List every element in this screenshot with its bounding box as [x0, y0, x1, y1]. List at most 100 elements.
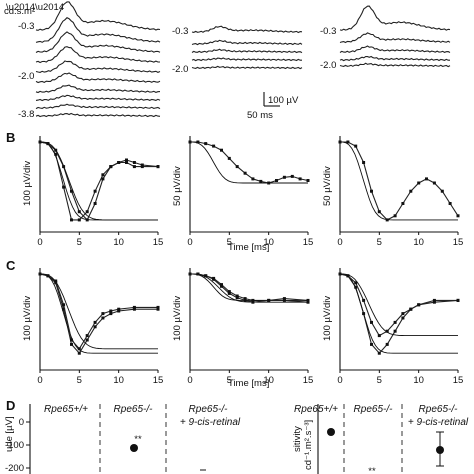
- panel-d-left-genotype-3: Rpe65-/-: [189, 404, 229, 415]
- panel-b-point: [117, 161, 121, 164]
- panel-b-point: [401, 202, 405, 205]
- panel-b-ylabel: 100 µV/div: [22, 161, 33, 206]
- panel-c-point: [46, 274, 50, 278]
- panel-d-left-ytick-label-3: -200: [5, 463, 24, 474]
- panel-c-point: [227, 290, 231, 294]
- panel-c-point: [267, 298, 271, 302]
- panel-b-point: [93, 189, 97, 193]
- erg-mid-trace: [191, 25, 303, 34]
- scale-bar-time: 50 ms: [247, 110, 273, 121]
- erg-left-trace: [35, 17, 161, 43]
- panel-b-point: [70, 218, 73, 222]
- panel-d-left-genotype-2: Rpe65-/-: [114, 404, 154, 415]
- panel-c-point: [227, 291, 231, 295]
- panel-b-point: [125, 158, 128, 162]
- panel-c-point: [377, 334, 381, 338]
- panel-c-point: [117, 307, 121, 311]
- panel-c-point: [156, 305, 160, 309]
- panel-c-xtick-label: 10: [263, 375, 274, 386]
- panel-c-point: [93, 320, 97, 324]
- panel-d: D ude [µV] 0 -100 -200 Rpe65+/+ Rpe65-/-…: [4, 398, 469, 474]
- panel-b-point: [259, 179, 263, 183]
- panel-b-fit-line: [189, 141, 308, 184]
- panel-b-fit-line: [39, 141, 158, 221]
- erg-mid-trace: [191, 48, 303, 54]
- panel-b-point: [425, 177, 428, 181]
- intensity-label-left-2: -2.0: [18, 71, 34, 82]
- panel-b-xtick-label: 10: [413, 237, 424, 248]
- panel-c-point: [432, 298, 436, 302]
- panel-b-point: [156, 165, 160, 169]
- panel-d-right-ylabel-1: sitivity: [292, 426, 303, 452]
- panel-c-point: [212, 277, 216, 281]
- panel-b-point: [370, 189, 373, 193]
- panel-c-point: [85, 334, 89, 338]
- panel-c-point: [235, 296, 239, 300]
- panel-c-point: [109, 309, 113, 313]
- panel-b-xtick-label: 15: [453, 237, 464, 248]
- panel-c-point: [77, 347, 81, 351]
- panel-c-point: [370, 320, 373, 324]
- erg-left-trace: [35, 94, 161, 102]
- panel-d-right-genotype-1: Rpe65+/+: [294, 404, 338, 415]
- erg-left-trace: [35, 60, 161, 74]
- panel-b-fit-line: [339, 141, 458, 221]
- panel-c-point: [432, 300, 436, 304]
- panel-c-xtick-label: 0: [337, 375, 342, 386]
- erg-mid-trace: [191, 57, 302, 62]
- panel-b-point: [456, 214, 460, 218]
- panel-c-point: [370, 342, 373, 346]
- panel-c-point: [282, 297, 286, 301]
- erg-right-trace: [339, 45, 451, 54]
- panel-c-point: [235, 294, 239, 298]
- panel-d-left-point-rpe65-ko: [130, 444, 138, 452]
- panel-b-point: [393, 214, 397, 218]
- panel-label-d: D: [6, 398, 15, 413]
- panel-b-point: [70, 189, 73, 193]
- panel-b-xtick-label: 10: [263, 237, 274, 248]
- panel-c-fit-line: [39, 273, 158, 354]
- panel-c-point: [282, 298, 286, 302]
- panel-b-point: [354, 144, 358, 148]
- panel-d-left-ytick-label-1: 0: [19, 417, 24, 428]
- erg-left-trace: [35, 112, 161, 118]
- panel-b-xtick-label: 5: [227, 237, 232, 248]
- panel-c-point: [377, 351, 381, 355]
- panel-b-series-line: [190, 141, 309, 184]
- scale-bar-voltage: 100 µV: [268, 95, 299, 106]
- panel-c-point: [393, 320, 397, 324]
- panel-c-series-line: [339, 273, 458, 355]
- intensity-label-right-1: -0.3: [320, 26, 336, 37]
- erg-left-trace: [35, 46, 160, 64]
- panel-c-fit-line: [339, 273, 458, 354]
- panel-d-left-ytick-label-2: -100: [5, 440, 24, 451]
- panel-d-left-genotype-1: Rpe65+/+: [44, 404, 88, 415]
- panel-c-point: [70, 338, 73, 342]
- panel-b-point: [448, 202, 452, 205]
- erg-left-trace: [35, 103, 161, 110]
- panel-b-point: [101, 173, 105, 177]
- panel-c-fit-line: [340, 273, 458, 337]
- panel-b-point: [77, 218, 81, 222]
- panel-d-right-genotype-2: Rpe65-/-: [354, 404, 394, 415]
- panel-c-point: [70, 342, 73, 346]
- panel-c-point: [401, 312, 405, 316]
- panel-c-point: [132, 307, 136, 311]
- panel-c-xtick-label: 5: [227, 375, 232, 386]
- panel-c-point: [132, 305, 136, 309]
- panel-c-point: [243, 297, 247, 301]
- intensity-label-mid-2: -2.0: [172, 64, 188, 75]
- panel-b-point: [77, 210, 81, 214]
- panel-c-xtick-label: 15: [303, 375, 314, 386]
- panel-d-right-genotype-3: Rpe65-/-: [419, 404, 459, 415]
- panel-d-left-significance: **: [134, 434, 142, 445]
- panel-c-point: [93, 325, 97, 329]
- panel-b-point: [243, 171, 247, 175]
- panel-b-xtick-label: 5: [377, 237, 382, 248]
- panel-b-ylabel: 50 µV/div: [172, 166, 183, 206]
- panel-c-point: [220, 283, 223, 287]
- erg-left-trace: [35, 72, 161, 84]
- panel-c-point: [354, 281, 358, 285]
- panel-b-point: [251, 177, 255, 181]
- panel-c-point: [101, 312, 105, 316]
